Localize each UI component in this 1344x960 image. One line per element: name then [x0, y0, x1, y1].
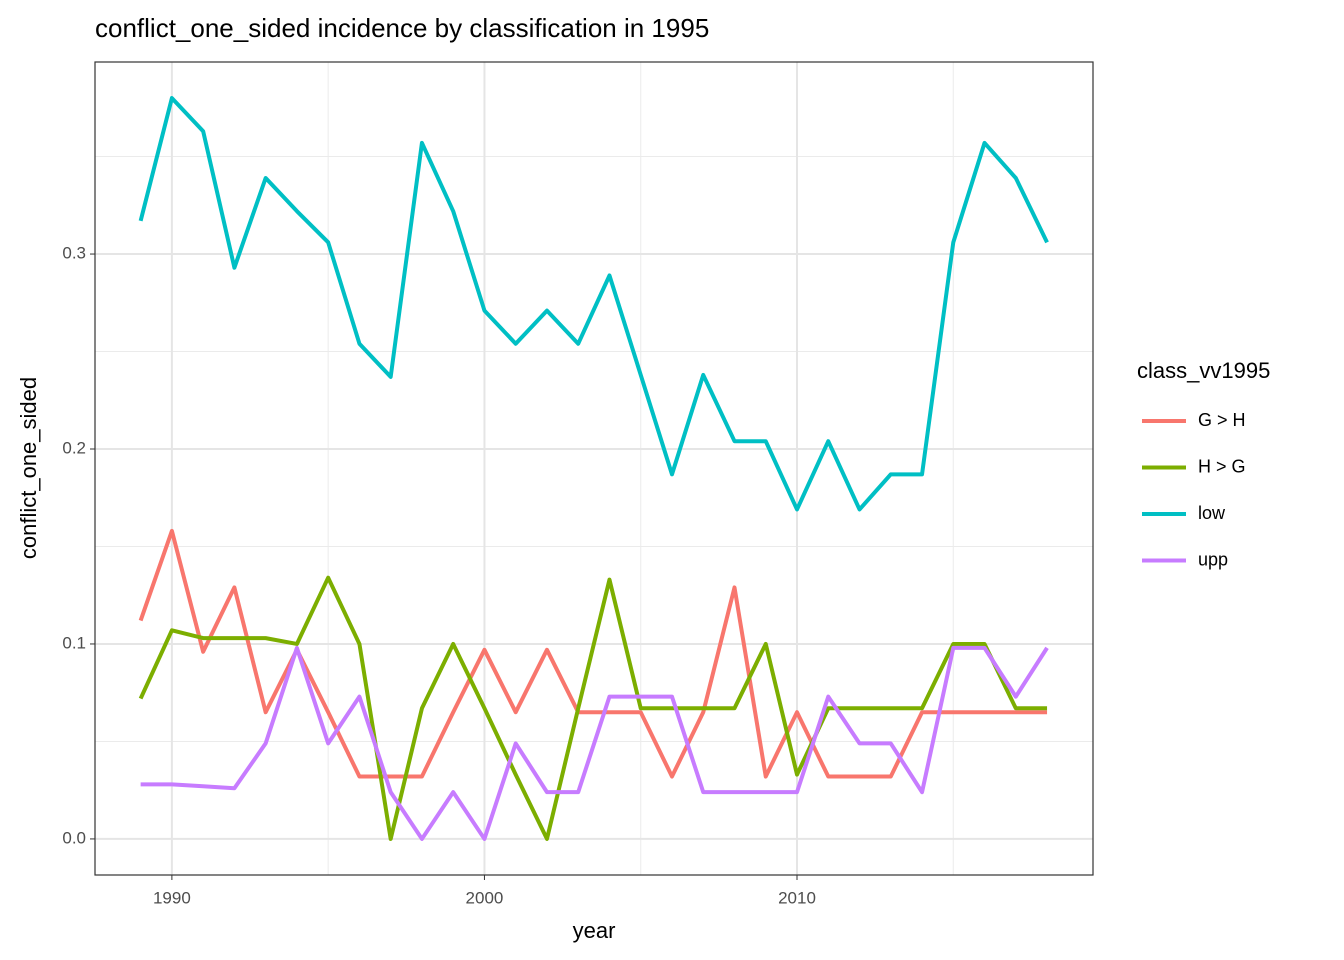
series-line — [140, 645, 1049, 841]
y-tick-label: 0.2 — [62, 438, 86, 457]
legend-label: G > H — [1198, 410, 1246, 430]
x-tick-label: 2010 — [778, 888, 816, 907]
x-tick-label: 1990 — [153, 888, 191, 907]
chart-title: conflict_one_sided incidence by classifi… — [95, 13, 709, 43]
y-tick-label: 0.3 — [62, 244, 86, 263]
series-line — [138, 575, 1048, 841]
y-axis-label: conflict_one_sided — [16, 377, 41, 559]
legend-label: low — [1198, 503, 1226, 523]
legend-title: class_vv1995 — [1137, 358, 1270, 383]
y-tick-label: 0.0 — [62, 828, 86, 847]
x-tick-label: 2000 — [466, 888, 504, 907]
plot-border — [94, 61, 1094, 876]
series-line — [138, 96, 1049, 512]
legend-label: H > G — [1198, 456, 1246, 476]
x-axis-label: year — [573, 918, 616, 943]
legend-label: upp — [1198, 549, 1228, 569]
y-tick-label: 0.1 — [62, 633, 86, 652]
